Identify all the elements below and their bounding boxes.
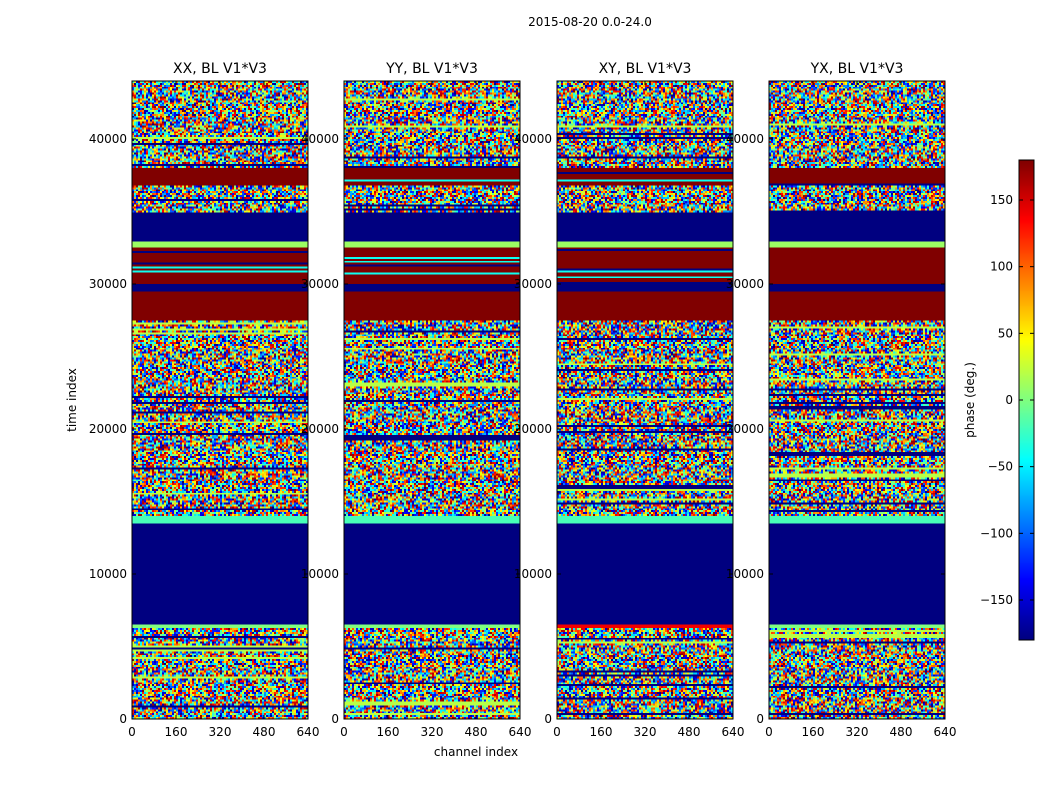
x-tick-label: 0 <box>340 725 348 739</box>
phase-image <box>132 81 308 719</box>
heatmap-panels: XX, BL V1*V3 0 160 320 480 640 0 10000 20000 3000… <box>89 61 957 739</box>
panel: XY, BL V1*V3 0 160 320 480 640 0 10000 20000 3000… <box>514 61 745 739</box>
y-tick-label: 20000 <box>301 422 339 436</box>
y-tick-label: 0 <box>331 712 339 726</box>
y-tick-label: 40000 <box>514 132 552 146</box>
y-tick-label: 20000 <box>89 422 127 436</box>
y-tick-label: 20000 <box>514 422 552 436</box>
x-axis-label: channel index <box>434 745 518 759</box>
x-tick-label: 160 <box>802 725 825 739</box>
colorbar-gradient <box>1019 160 1034 640</box>
x-tick-label: 640 <box>509 725 532 739</box>
panel: XX, BL V1*V3 0 160 320 480 640 0 10000 20000 3000… <box>89 61 320 739</box>
y-tick-label: 0 <box>119 712 127 726</box>
panel-title: YY, BL V1*V3 <box>385 61 478 77</box>
x-tick-label: 160 <box>165 725 188 739</box>
x-tick-label: 160 <box>590 725 613 739</box>
panel-title: XY, BL V1*V3 <box>599 61 692 77</box>
y-tick-label: 30000 <box>89 277 127 291</box>
phase-image <box>769 81 945 719</box>
y-tick-label: 40000 <box>301 132 339 146</box>
y-tick-label: 40000 <box>89 132 127 146</box>
colorbar-tick-label: 50 <box>998 326 1013 340</box>
y-tick-label: 10000 <box>89 567 127 581</box>
x-tick-label: 640 <box>934 725 957 739</box>
panel: YY, BL V1*V3 0 160 320 480 640 0 10000 20000 3000… <box>301 61 532 739</box>
x-tick-label: 0 <box>128 725 136 739</box>
y-tick-label: 30000 <box>726 277 764 291</box>
colorbar-tick-label: −50 <box>988 460 1013 474</box>
y-tick-label: 30000 <box>514 277 552 291</box>
x-tick-label: 0 <box>765 725 773 739</box>
colorbar-tick-label: −100 <box>980 526 1013 540</box>
y-tick-label: 0 <box>544 712 552 726</box>
colorbar: −150 −100 −50 0 50 100 150 <box>980 159 1035 641</box>
x-tick-label: 480 <box>678 725 701 739</box>
phase-image <box>557 81 733 719</box>
colorbar-label: phase (deg.) <box>963 362 977 438</box>
x-tick-label: 640 <box>722 725 745 739</box>
colorbar-tick-label: 0 <box>1005 393 1013 407</box>
colorbar-tick-label: 150 <box>990 193 1013 207</box>
y-axis-label: time index <box>65 368 79 432</box>
colorbar-tick-label: −150 <box>980 593 1013 607</box>
x-tick-label: 0 <box>553 725 561 739</box>
y-tick-label: 10000 <box>514 567 552 581</box>
x-tick-label: 480 <box>890 725 913 739</box>
panel: YX, BL V1*V3 0 160 320 480 640 0 10000 20000 3000… <box>726 61 957 739</box>
y-tick-label: 10000 <box>726 567 764 581</box>
phase-image <box>344 81 520 719</box>
y-tick-label: 40000 <box>726 132 764 146</box>
x-tick-label: 640 <box>297 725 320 739</box>
x-tick-label: 320 <box>846 725 869 739</box>
y-tick-label: 10000 <box>301 567 339 581</box>
x-tick-label: 160 <box>377 725 400 739</box>
x-tick-label: 480 <box>465 725 488 739</box>
panel-title: XX, BL V1*V3 <box>173 61 267 77</box>
colorbar-tick-label: 100 <box>990 260 1013 274</box>
y-tick-label: 20000 <box>726 422 764 436</box>
panel-title: YX, BL V1*V3 <box>810 61 904 77</box>
x-tick-label: 320 <box>421 725 444 739</box>
y-tick-label: 30000 <box>301 277 339 291</box>
x-tick-label: 320 <box>634 725 657 739</box>
figure-title: 2015-08-20 0.0-24.0 <box>528 15 652 29</box>
y-tick-label: 0 <box>756 712 764 726</box>
x-tick-label: 320 <box>209 725 232 739</box>
x-tick-label: 480 <box>253 725 276 739</box>
